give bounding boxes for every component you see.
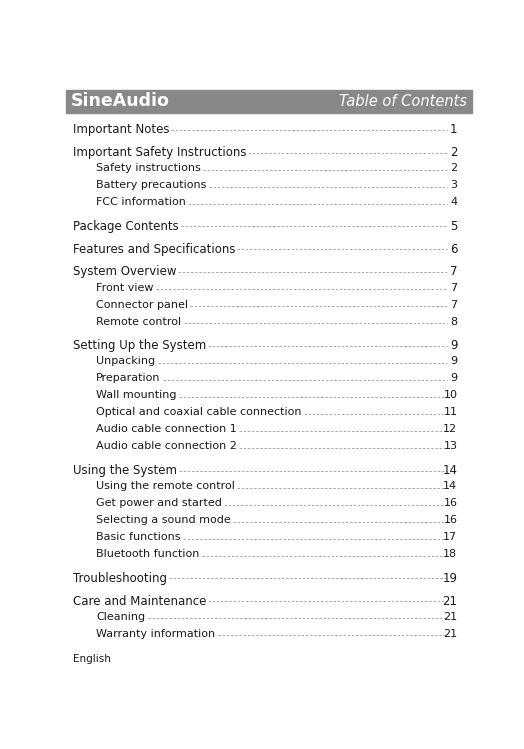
Text: Table of Contents: Table of Contents — [339, 94, 467, 109]
Text: 9: 9 — [450, 373, 457, 383]
Bar — [66, 90, 472, 113]
Text: 7: 7 — [450, 282, 457, 293]
Text: 12: 12 — [443, 425, 457, 434]
Text: 17: 17 — [443, 533, 457, 542]
Text: Connector panel: Connector panel — [96, 300, 188, 309]
Text: 10: 10 — [443, 390, 457, 401]
Text: Using the remote control: Using the remote control — [96, 481, 235, 491]
Text: 3: 3 — [451, 181, 457, 190]
Text: 14: 14 — [443, 481, 457, 491]
Text: FCC information: FCC information — [96, 197, 186, 207]
Text: 1: 1 — [450, 124, 457, 136]
Text: Wall mounting: Wall mounting — [96, 390, 177, 401]
Text: Audio cable connection 2: Audio cable connection 2 — [96, 441, 237, 452]
Text: Preparation: Preparation — [96, 373, 161, 383]
Text: 2: 2 — [450, 163, 457, 173]
Text: Unpacking: Unpacking — [96, 357, 156, 366]
Text: 21: 21 — [443, 612, 457, 622]
Text: Battery precautions: Battery precautions — [96, 181, 207, 190]
Text: Optical and coaxial cable connection: Optical and coaxial cable connection — [96, 407, 302, 417]
Text: 21: 21 — [442, 595, 457, 607]
Text: 14: 14 — [442, 464, 457, 477]
Text: Features and Specifications: Features and Specifications — [73, 243, 235, 255]
Text: Package Contents: Package Contents — [73, 220, 179, 233]
Text: Setting Up the System: Setting Up the System — [73, 339, 206, 352]
Text: Important Notes: Important Notes — [73, 124, 169, 136]
Text: 8: 8 — [450, 317, 457, 327]
Text: 21: 21 — [443, 629, 457, 639]
Text: Front view: Front view — [96, 282, 154, 293]
Text: Troubleshooting: Troubleshooting — [73, 572, 167, 585]
Text: Safety instructions: Safety instructions — [96, 163, 201, 173]
Text: 7: 7 — [450, 265, 457, 279]
Text: 18: 18 — [443, 549, 457, 560]
Text: 2: 2 — [450, 146, 457, 159]
Text: Care and Maintenance: Care and Maintenance — [73, 595, 206, 607]
Text: 6: 6 — [450, 243, 457, 255]
Text: Audio cable connection 1: Audio cable connection 1 — [96, 425, 237, 434]
Text: Cleaning: Cleaning — [96, 612, 146, 622]
Text: Important Safety Instructions: Important Safety Instructions — [73, 146, 246, 159]
Text: 16: 16 — [443, 498, 457, 509]
Text: Warranty information: Warranty information — [96, 629, 215, 639]
Text: Remote control: Remote control — [96, 317, 181, 327]
Text: 16: 16 — [443, 515, 457, 525]
Text: 7: 7 — [450, 300, 457, 309]
Text: Selecting a sound mode: Selecting a sound mode — [96, 515, 231, 525]
Text: 9: 9 — [450, 357, 457, 366]
Text: SineAudio: SineAudio — [70, 92, 169, 110]
Text: System Overview: System Overview — [73, 265, 176, 279]
Text: Basic functions: Basic functions — [96, 533, 181, 542]
Text: Get power and started: Get power and started — [96, 498, 222, 509]
Text: 5: 5 — [450, 220, 457, 233]
Text: Bluetooth function: Bluetooth function — [96, 549, 200, 560]
Text: English: English — [73, 655, 111, 664]
Text: 4: 4 — [450, 197, 457, 207]
Text: 13: 13 — [443, 441, 457, 452]
Text: Using the System: Using the System — [73, 464, 177, 477]
Text: 9: 9 — [450, 339, 457, 352]
Text: 19: 19 — [442, 572, 457, 585]
Text: 11: 11 — [443, 407, 457, 417]
